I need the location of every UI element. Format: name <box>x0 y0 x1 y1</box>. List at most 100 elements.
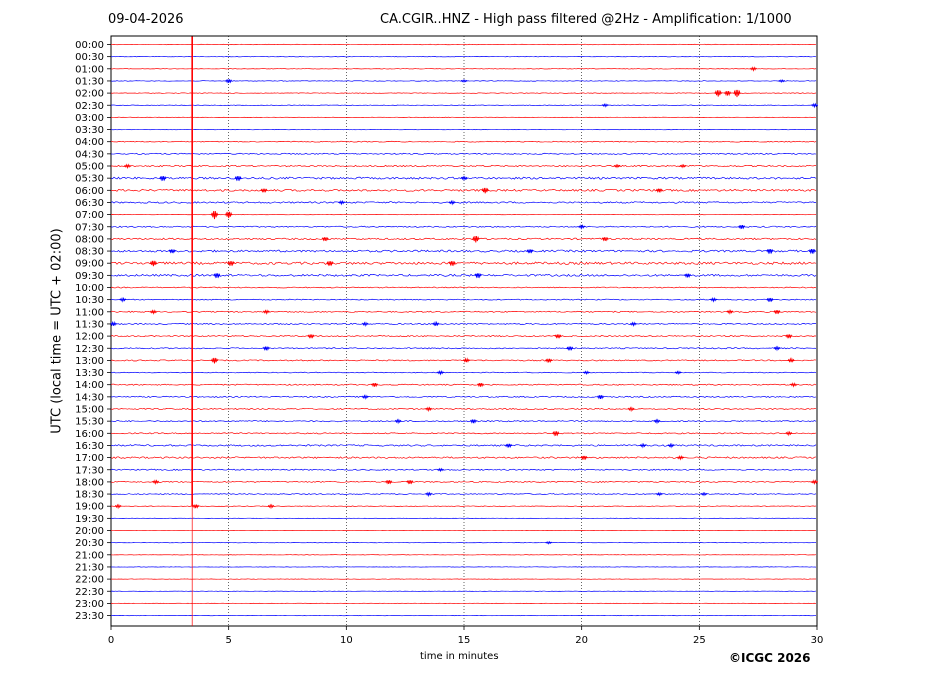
y-tick-label: 07:30 <box>75 222 104 233</box>
event-mark <box>361 321 369 328</box>
x-axis-label: time in minutes <box>420 651 499 662</box>
event-mark <box>789 382 798 388</box>
event-mark <box>733 89 741 98</box>
event-mark <box>714 90 722 97</box>
event-mark <box>778 79 786 84</box>
x-tick-label: 5 <box>225 635 231 646</box>
event-mark <box>766 297 774 303</box>
event-mark <box>262 346 270 351</box>
event-mark <box>474 273 482 279</box>
y-tick-label: 06:30 <box>75 198 104 209</box>
y-tick-label: 02:00 <box>75 89 104 100</box>
event-mark <box>627 406 635 413</box>
trace-05:00 <box>111 164 817 168</box>
trace-12:00 <box>110 335 817 338</box>
trace-04:30 <box>110 152 817 155</box>
event-mark <box>545 540 553 545</box>
trace-08:30 <box>110 249 817 253</box>
event-mark <box>773 345 781 352</box>
y-tick-label: 02:30 <box>75 101 104 112</box>
event-mark <box>700 491 708 497</box>
event-mark <box>192 504 200 509</box>
y-tick-label: 08:00 <box>75 234 104 245</box>
y-tick-label: 13:00 <box>75 356 104 367</box>
event-mark <box>639 442 647 449</box>
event-mark <box>580 455 588 461</box>
trace-00:00 <box>110 43 817 46</box>
y-tick-label: 00:00 <box>75 40 104 51</box>
event-mark <box>554 334 562 339</box>
event-mark <box>469 419 477 424</box>
y-tick-label: 20:00 <box>75 526 104 537</box>
y-tick-label: 16:00 <box>75 429 104 440</box>
event-mark <box>260 188 268 193</box>
y-tick-label: 12:00 <box>75 332 104 343</box>
y-tick-label: 15:00 <box>75 405 104 416</box>
event-mark <box>613 163 621 169</box>
y-tick-label: 18:00 <box>75 477 104 488</box>
x-tick-label: 25 <box>693 635 706 646</box>
trace-02:00 <box>110 92 817 94</box>
event-mark <box>808 248 816 255</box>
y-tick-label: 22:00 <box>75 575 104 586</box>
event-mark <box>749 66 758 72</box>
y-tick-label: 04:30 <box>75 149 104 160</box>
trace-09:00 <box>110 261 817 265</box>
event-mark <box>481 187 489 194</box>
event-mark <box>267 503 275 510</box>
event-mark <box>149 260 158 267</box>
event-mark <box>114 503 122 510</box>
event-mark <box>667 442 675 449</box>
y-tick-label: 23:30 <box>75 611 104 622</box>
trace-08:00 <box>110 237 817 241</box>
event-mark <box>738 224 746 230</box>
event-mark <box>361 394 369 400</box>
trace-16:00 <box>110 432 817 435</box>
y-tick-label: 17:30 <box>75 465 104 476</box>
trace-03:30 <box>110 128 817 131</box>
event-mark <box>168 249 176 254</box>
plot-title: CA.CGIR..HNZ - High pass filtered @2Hz -… <box>380 12 792 27</box>
trace-16:30 <box>110 444 817 447</box>
event-mark <box>811 479 819 485</box>
event-mark <box>436 467 445 473</box>
event-mark <box>476 382 485 388</box>
event-mark <box>262 309 270 315</box>
y-tick-label: 14:30 <box>75 392 104 403</box>
y-tick-label: 21:30 <box>75 562 104 573</box>
event-mark <box>655 188 663 193</box>
trace-18:00 <box>110 480 817 483</box>
event-mark <box>159 175 167 182</box>
y-tick-label: 15:30 <box>75 417 104 428</box>
x-tick-label: 15 <box>458 635 471 646</box>
event-mark <box>676 454 685 461</box>
y-tick-label: 23:00 <box>75 599 104 610</box>
event-mark <box>448 199 456 206</box>
event-mark <box>225 211 233 219</box>
y-tick-label: 11:00 <box>75 307 104 318</box>
event-mark <box>119 297 127 303</box>
y-tick-label: 09:00 <box>75 259 104 270</box>
trace-03:00 <box>110 116 817 119</box>
x-tick-label: 30 <box>811 635 824 646</box>
y-tick-label: 18:30 <box>75 490 104 501</box>
event-mark <box>545 358 553 363</box>
y-tick-label: 03:30 <box>75 125 104 136</box>
event-mark <box>566 346 574 351</box>
event-mark <box>394 418 402 425</box>
trace-06:30 <box>110 201 817 204</box>
event-mark <box>326 261 334 267</box>
event-mark <box>225 79 233 84</box>
y-tick-label: 04:00 <box>75 137 104 148</box>
event-mark <box>787 357 795 363</box>
event-mark <box>773 310 781 315</box>
event-mark <box>726 309 734 315</box>
copyright-text: ©ICGC 2026 <box>729 651 811 665</box>
event-mark <box>227 261 235 267</box>
y-tick-label: 06:00 <box>75 186 104 197</box>
y-tick-label: 20:30 <box>75 538 104 549</box>
event-mark <box>766 248 774 255</box>
event-mark <box>653 418 661 425</box>
